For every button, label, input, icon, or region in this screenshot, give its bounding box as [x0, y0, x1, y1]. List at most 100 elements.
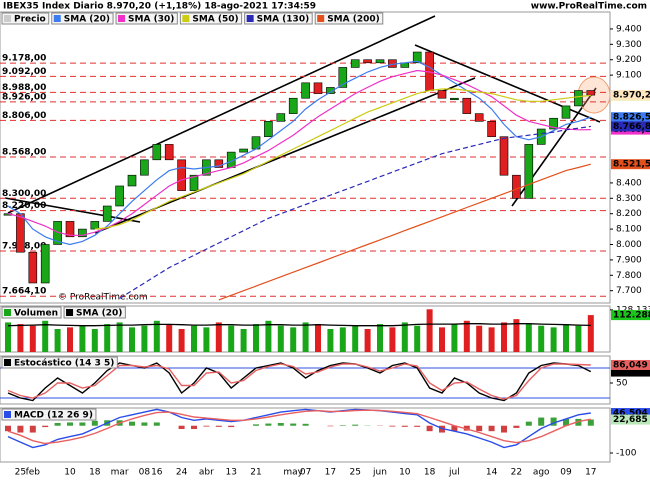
volume-bar	[67, 327, 73, 352]
candle	[152, 144, 162, 161]
legend-item: SMA (30)	[115, 12, 178, 25]
y-tick-label: -100	[616, 449, 637, 459]
x-tick-label: feb	[26, 468, 41, 478]
y-tick-label: 7.700	[616, 286, 642, 296]
candle	[276, 113, 286, 122]
volume-bar	[265, 320, 272, 352]
x-tick-label: 07	[300, 468, 311, 478]
volume-bar	[352, 325, 359, 352]
source: www.ProRealTime.com	[531, 2, 647, 12]
histogram-bar	[79, 422, 86, 426]
level-label: 8.220,00	[2, 201, 46, 211]
y-tick-label: 7.900	[616, 255, 642, 265]
histogram-bar	[476, 425, 483, 432]
legend-item: Precio	[1, 12, 50, 25]
volume-bar	[389, 327, 396, 352]
legend-label: SMA (30)	[128, 15, 174, 25]
volume-bar	[587, 315, 594, 352]
volume-bar	[488, 327, 495, 352]
histogram-bar	[67, 422, 73, 426]
candle	[301, 82, 310, 99]
x-tick-label: 10	[64, 468, 76, 478]
y-tick-label: 8.200	[616, 209, 642, 219]
histogram-bar	[389, 425, 396, 427]
level-label: 9.092,00	[2, 67, 46, 77]
watermark: © ProRealTime.com	[58, 293, 148, 303]
y-tick-label: 8.000	[616, 240, 642, 250]
volume-bar	[525, 324, 532, 352]
volume-bar	[339, 327, 346, 352]
x-tick-label: 18	[89, 468, 101, 478]
volume-bar	[29, 325, 36, 352]
y-tick-label: 50	[616, 379, 628, 389]
legend-label: SMA (50)	[192, 15, 238, 25]
candle	[65, 221, 75, 238]
candle	[512, 174, 521, 199]
x-tick-label: 24	[176, 468, 188, 478]
series-line	[94, 88, 591, 230]
volume-bar	[228, 325, 235, 352]
legend-item: SMA (200)	[314, 12, 384, 25]
legend-label: SMA (200)	[327, 15, 380, 25]
histogram-bar	[178, 425, 185, 429]
value-box	[611, 408, 650, 419]
x-tick-label: 25	[15, 468, 26, 478]
x-tick-label: 14	[486, 468, 498, 478]
legend-swatch	[4, 15, 11, 22]
candle	[28, 251, 38, 284]
x-tick-label: 22	[511, 468, 522, 478]
histogram-bar	[129, 421, 135, 426]
trend-line	[4, 197, 141, 223]
volume-bar	[476, 325, 483, 352]
histogram-bar	[228, 425, 235, 428]
histogram-bar	[401, 425, 408, 427]
legend-box	[244, 12, 313, 25]
series-line	[218, 163, 591, 301]
series-line	[7, 362, 592, 402]
x-tick-label: 09	[560, 468, 572, 478]
value-label: 112.288	[613, 311, 650, 321]
legend-item: MACD (12 26 9)	[1, 408, 97, 421]
legend-item: SMA (20)	[63, 306, 126, 319]
x-tick-label: ago	[533, 468, 550, 478]
y-tick-label: 8.100	[616, 225, 642, 235]
histogram-bar	[54, 423, 61, 426]
volume-bar	[401, 322, 408, 352]
volume-bar	[42, 320, 49, 352]
candle	[264, 121, 273, 138]
histogram-bar	[327, 425, 334, 427]
y-tick-label: 8.400	[616, 178, 642, 188]
volume-bar	[104, 324, 111, 352]
value-label: 72,895	[613, 367, 648, 377]
y-tick-label: 9.100	[616, 71, 642, 81]
level-label: 8.926,00	[2, 92, 46, 102]
legend-item: Estocástico (14 3 5)	[1, 356, 118, 369]
legend-item: SMA (20)	[51, 12, 114, 25]
x-tick-label: 25	[349, 468, 360, 478]
candle	[78, 228, 87, 238]
candle	[189, 174, 199, 191]
level-label: 8.988,00	[2, 83, 46, 93]
histogram-bar	[352, 424, 359, 426]
volume-bar	[364, 329, 371, 352]
legend-box	[314, 12, 384, 25]
candle	[586, 90, 596, 96]
volume-bar	[563, 324, 569, 352]
candle	[524, 144, 534, 199]
volume-bar	[550, 327, 557, 352]
volume-bar	[166, 324, 173, 352]
histogram-bar	[587, 419, 594, 426]
legend-swatch	[118, 15, 126, 22]
candle	[412, 51, 422, 64]
volume-bar	[377, 324, 383, 352]
volume-bar	[513, 319, 520, 352]
value-box	[611, 112, 650, 123]
legend-box	[1, 12, 50, 25]
volume-bar	[277, 325, 284, 352]
value-label: 8.766,86	[613, 122, 650, 132]
histogram-bar	[277, 423, 284, 426]
y-tick-label: 9.300	[616, 40, 642, 50]
volume-bar	[439, 327, 445, 352]
chart-title: IBEX35 Index Diario 8.970,20 (+1,18%) 18…	[3, 2, 316, 12]
